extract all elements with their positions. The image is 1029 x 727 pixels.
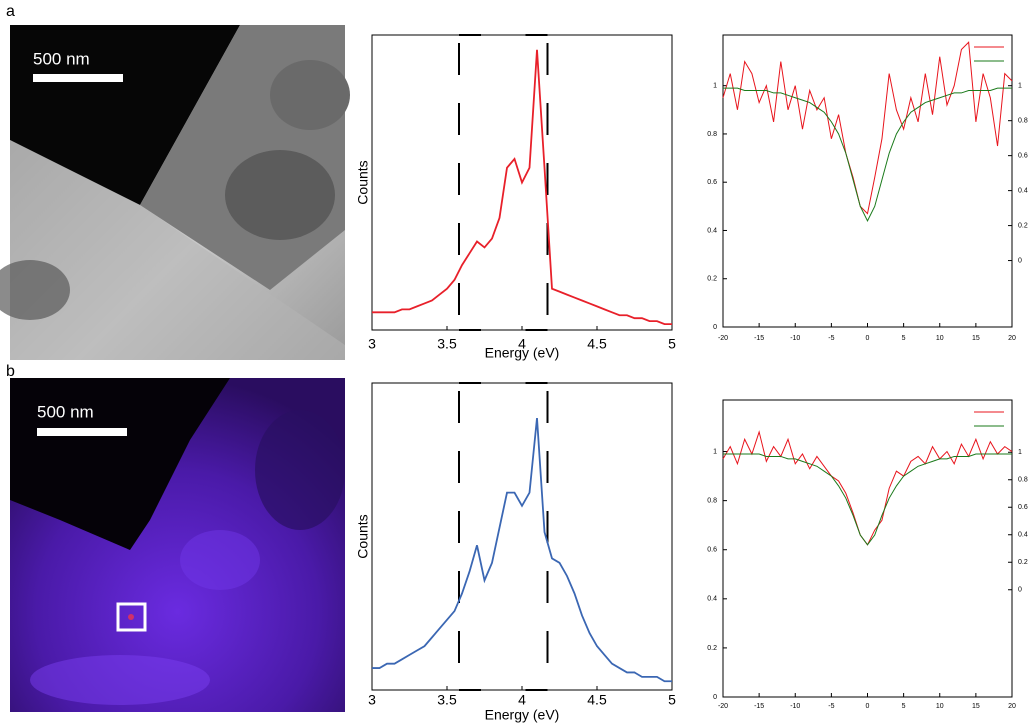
y-tick-label: 0.8 (707, 497, 717, 504)
y2-tick-label: 0.8 (1018, 477, 1028, 484)
plot-frame (722, 34, 1013, 328)
y-tick-label: 0.6 (707, 179, 717, 186)
y2-tick-label: 0 (1018, 587, 1022, 594)
x-tick-label: 4.5 (587, 336, 607, 352)
y-axis-label: Counts (355, 160, 371, 204)
x-tick-label: 3.5 (437, 692, 457, 708)
y-tick-label: 0 (713, 694, 717, 701)
y-tick-label: 0.2 (707, 645, 717, 652)
y2-tick-label: 0.6 (1018, 504, 1028, 511)
x-axis-label: Energy (eV) (485, 707, 560, 723)
x-tick-label: 0 (866, 703, 870, 710)
y2-tick-label: 1 (1018, 449, 1022, 456)
x-tick-label: 4 (518, 692, 526, 708)
x-tick-label: 0 (866, 335, 870, 342)
y2-tick-label: 0.4 (1018, 187, 1028, 194)
x-tick-label: 15 (972, 335, 980, 342)
scale-bar-label: 500 nm (33, 49, 90, 68)
series-line (723, 453, 1012, 546)
y-tick-label: 0.4 (707, 227, 717, 234)
x-tick-label: 5 (902, 335, 906, 342)
y2-tick-label: 0.2 (1018, 222, 1028, 229)
plot-frame (371, 382, 673, 691)
x-tick-label: 20 (1008, 703, 1016, 710)
x-tick-label: -5 (828, 703, 834, 710)
x-tick-label: 5 (668, 692, 676, 708)
y2-tick-label: 0.2 (1018, 559, 1028, 566)
x-tick-label: -10 (790, 703, 800, 710)
panel-label: a (6, 3, 15, 20)
x-tick-label: 5 (902, 703, 906, 710)
plot-frame (722, 399, 1013, 698)
series-line (722, 41, 1013, 215)
x-tick-label: -5 (828, 335, 834, 342)
x-tick-label: 4.5 (587, 692, 607, 708)
y-tick-label: 0.2 (707, 276, 717, 283)
y2-tick-label: 0.6 (1018, 152, 1028, 159)
panel-label: b (6, 363, 15, 380)
y2-tick-label: 1 (1018, 83, 1022, 90)
x-tick-label: 15 (972, 703, 980, 710)
x-tick-label: 10 (936, 335, 944, 342)
scale-bar-label: 500 nm (37, 402, 94, 421)
y-tick-label: 0.6 (707, 547, 717, 554)
y-tick-label: 1 (713, 448, 717, 455)
series-line (722, 430, 1013, 546)
x-tick-label: 3 (368, 692, 376, 708)
x-tick-label: -15 (754, 703, 764, 710)
y-tick-label: 1 (713, 83, 717, 90)
y-tick-label: 0.8 (707, 131, 717, 138)
x-axis-label: Energy (eV) (485, 345, 560, 361)
x-tick-label: -20 (718, 335, 728, 342)
x-tick-label: 10 (936, 703, 944, 710)
y2-tick-label: 0 (1018, 257, 1022, 264)
x-tick-label: 20 (1008, 335, 1016, 342)
x-tick-label: -15 (754, 335, 764, 342)
y-tick-label: 0 (713, 324, 717, 331)
series-line (372, 417, 672, 683)
x-tick-label: 4 (518, 336, 526, 352)
x-tick-label: 3 (368, 336, 376, 352)
x-tick-label: -10 (790, 335, 800, 342)
y2-tick-label: 0.4 (1018, 532, 1028, 539)
series-line (723, 87, 1012, 222)
x-tick-label: 5 (668, 336, 676, 352)
x-tick-label: 3.5 (437, 336, 457, 352)
series-line (372, 49, 672, 325)
x-tick-label: -20 (718, 703, 728, 710)
y-tick-label: 0.4 (707, 596, 717, 603)
scale-bar (37, 428, 127, 436)
scale-bar (33, 74, 123, 82)
y-axis-label: Counts (355, 514, 371, 558)
image-a (0, 25, 350, 360)
y2-tick-label: 0.8 (1018, 118, 1028, 125)
